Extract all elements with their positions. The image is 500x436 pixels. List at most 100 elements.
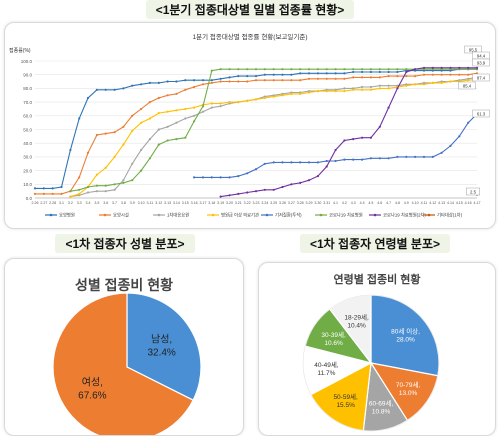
line-point <box>60 185 63 189</box>
legend-marker <box>49 213 53 217</box>
line-point <box>263 68 266 71</box>
line-point <box>157 128 160 131</box>
daily-rate-line-chart: 1분기 접종대상별 접종률 현황(보고일기준) 접종률(%) 0.0 10.0 20.0… <box>9 32 490 219</box>
line-point <box>175 121 178 124</box>
line-point <box>113 131 116 134</box>
age-pie-label: 30-39세, <box>321 330 346 339</box>
age-pie-value: 28.0% <box>396 336 415 343</box>
line-point <box>325 90 328 93</box>
line-point <box>219 176 222 179</box>
line-point <box>440 66 443 69</box>
line-point <box>95 184 98 187</box>
line-point <box>307 77 311 80</box>
line-chart-xtick: 4.13 <box>438 201 445 205</box>
line-chart-xtick: 3.13 <box>164 201 171 205</box>
line-point <box>148 138 151 141</box>
line-point <box>369 88 372 91</box>
line-point <box>237 75 240 78</box>
line-point <box>369 70 372 74</box>
line-point <box>414 75 417 78</box>
line-point <box>51 192 54 195</box>
line-point <box>378 76 381 79</box>
line-chart-ytick: 60.0 <box>23 114 32 119</box>
age-pie-value: 13.0% <box>399 390 418 397</box>
line-point <box>201 79 205 82</box>
line-point <box>281 161 284 164</box>
line-point <box>210 69 213 72</box>
line-end-label: 95.5 <box>469 48 478 53</box>
gender-pie-slice-1 <box>52 292 194 435</box>
line-point <box>378 87 381 90</box>
line-point <box>334 72 337 75</box>
line-chart-xtick: 3.15 <box>182 201 189 205</box>
line-point <box>334 148 337 152</box>
line-series-4 <box>194 113 478 178</box>
line-chart-xtick: 3.19 <box>217 201 224 205</box>
line-point <box>201 83 205 86</box>
line-chart-xtick: 4.16 <box>465 201 472 205</box>
legend-label: 요양시설 <box>113 212 129 218</box>
age-pie-outline <box>302 294 440 432</box>
line-point <box>60 192 63 195</box>
line-chart-xtick: 3.12 <box>155 201 162 205</box>
line-point <box>387 87 390 90</box>
line-point <box>254 168 258 171</box>
line-point <box>254 75 258 78</box>
line-point <box>122 179 125 182</box>
line-point <box>263 96 266 100</box>
line-point <box>78 192 81 195</box>
line-point <box>246 75 249 78</box>
line-point <box>316 161 319 164</box>
line-point <box>467 73 470 76</box>
line-point <box>131 84 134 87</box>
line-chart-xtick: 3.5 <box>94 201 99 205</box>
line-point <box>281 73 284 76</box>
line-point <box>272 188 275 191</box>
line-point <box>122 125 125 128</box>
line-point <box>334 77 337 80</box>
line-point <box>475 66 479 69</box>
age-chart-panel: 연령별 접종비 현황 80세 이상, 28.0% 70-79세, 13.0% 60-69… <box>258 262 496 436</box>
line-chart-xtick: 3.9 <box>130 201 135 205</box>
line-point <box>228 194 231 197</box>
line-point <box>272 161 275 164</box>
line-point <box>78 188 81 191</box>
line-point <box>104 166 107 169</box>
line-point <box>246 191 249 194</box>
line-point <box>449 73 452 76</box>
line-point <box>290 161 293 164</box>
line-point <box>387 84 390 87</box>
age-pie-label: 80세 이상, <box>391 326 420 335</box>
line-point <box>378 70 381 74</box>
daily-rate-header: <1분기 접종대상별 일별 접종률 현황> <box>0 0 500 20</box>
line-chart-xtick: 3.4 <box>86 201 91 205</box>
gender-pie-chart: 남성, 32.4% 여성, 67.6% <box>52 292 202 435</box>
line-chart-xtick: 3.2 <box>68 201 73 205</box>
line-point <box>369 85 372 89</box>
line-chart-xtick: 3.1 <box>59 201 64 205</box>
line-chart-ylabel: 접종률(%) <box>9 47 31 54</box>
line-chart-xtick: 3.27 <box>288 201 295 205</box>
line-point <box>414 68 417 71</box>
line-point <box>272 95 275 98</box>
line-chart-xtick: 3.28 <box>297 201 304 205</box>
line-point <box>254 79 258 82</box>
legend-marker <box>103 213 107 217</box>
line-point <box>113 183 116 186</box>
line-chart-xtick: 3.14 <box>173 201 180 205</box>
line-point <box>69 190 72 193</box>
line-chart-xtick: 3.8 <box>121 201 126 205</box>
line-point <box>228 68 231 71</box>
gender-pie-value: 67.6% <box>78 390 106 401</box>
line-point <box>422 66 426 69</box>
line-point <box>352 68 355 71</box>
line-point <box>405 70 408 74</box>
line-point <box>316 72 319 75</box>
line-point <box>219 68 222 71</box>
legend-marker <box>319 213 323 217</box>
line-point <box>237 68 240 71</box>
line-point <box>166 110 169 113</box>
line-point <box>299 92 302 95</box>
line-chart-xtick: 4.1 <box>333 201 338 205</box>
line-point <box>254 190 258 193</box>
